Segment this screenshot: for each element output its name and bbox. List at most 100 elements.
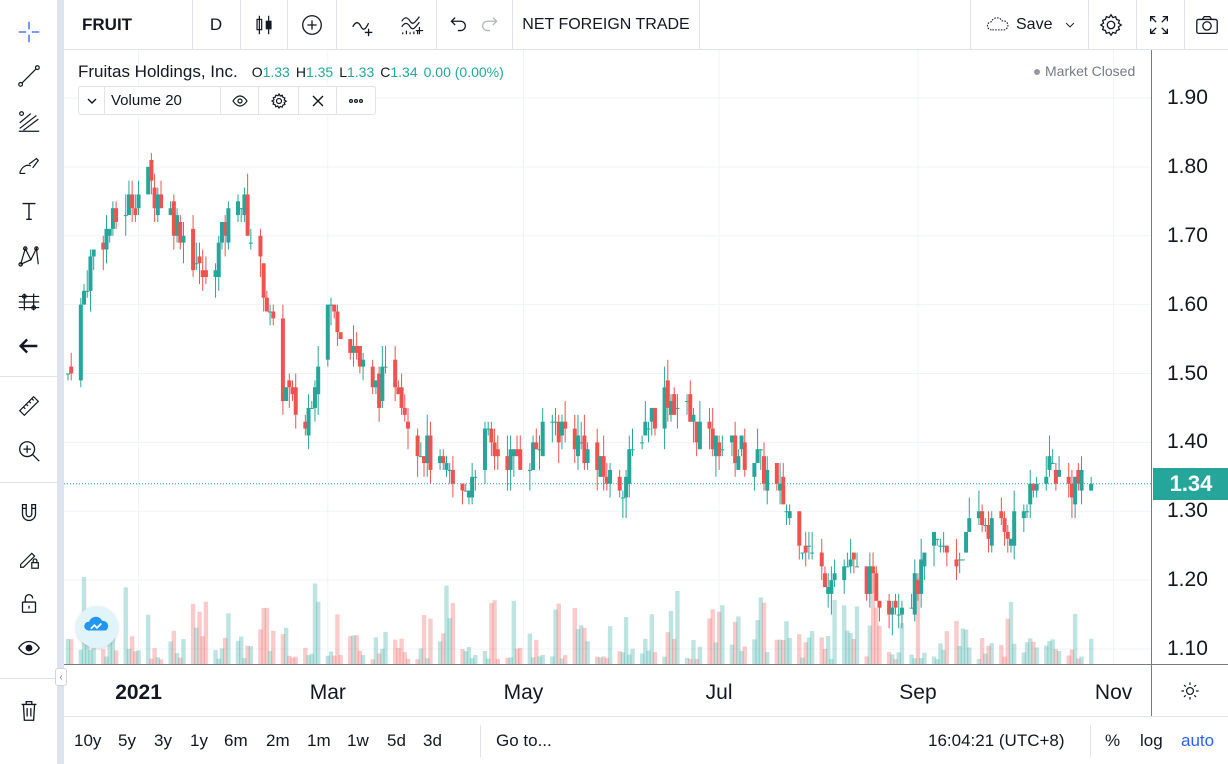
undo-icon[interactable] <box>440 0 474 50</box>
collapse-toolbar-icon[interactable]: ‹ <box>55 668 67 686</box>
candle-body <box>223 221 228 236</box>
volume-bar <box>979 638 985 664</box>
save-button[interactable]: Save <box>1016 16 1053 33</box>
gear-icon[interactable] <box>1090 0 1132 50</box>
price-axis[interactable]: 1.90 1.80 1.70 1.60 1.50 1.40 1.30 1.20 1.10 1.3… <box>1151 50 1228 664</box>
gear-icon[interactable] <box>259 87 299 114</box>
auto-scale-toggle[interactable]: auto <box>1181 731 1215 750</box>
range-button-6m[interactable]: 6m <box>224 731 248 750</box>
eye-icon[interactable] <box>9 630 49 666</box>
indicators-icon[interactable] <box>340 0 386 50</box>
volume-bar <box>1034 647 1039 664</box>
range-button-1m[interactable]: 1m <box>307 731 331 750</box>
fullscreen-icon[interactable] <box>1138 0 1180 50</box>
ruler-icon[interactable] <box>9 388 49 424</box>
range-button-1w[interactable]: 1w <box>347 731 369 750</box>
range-button-2m[interactable]: 2m <box>266 731 290 750</box>
brush-icon[interactable] <box>9 148 49 184</box>
volume-bar <box>851 638 857 664</box>
compare-add-symbol-icon[interactable] <box>292 0 332 50</box>
camera-snapshot-icon[interactable] <box>1186 0 1228 50</box>
range-button-10y[interactable]: 10y <box>74 731 102 750</box>
candle-body <box>755 449 760 464</box>
volume-bar <box>357 650 363 664</box>
candle-body <box>473 476 478 478</box>
volume-bar <box>219 648 225 664</box>
trend-line-icon[interactable] <box>9 58 49 94</box>
toolbar-divider <box>0 678 58 679</box>
candle-body <box>325 304 330 360</box>
financials-icon[interactable] <box>390 0 434 50</box>
volume-bar <box>1056 650 1062 664</box>
volume-bar <box>174 653 180 664</box>
pattern-icon[interactable] <box>9 238 49 274</box>
gann-fib-icon[interactable] <box>9 103 49 139</box>
candle-body <box>332 304 337 312</box>
log-scale-toggle[interactable]: log <box>1140 731 1163 750</box>
candle-body <box>284 387 289 402</box>
candle-body <box>447 469 452 471</box>
volume-bar <box>646 650 651 664</box>
candle-body <box>1034 483 1039 491</box>
range-button-3y[interactable]: 3y <box>154 731 172 750</box>
chart-layout-name[interactable]: NET FOREIGN TRADE <box>522 16 690 33</box>
candle-body <box>896 614 901 616</box>
volume-bar <box>518 647 523 664</box>
volume-bar <box>967 647 972 664</box>
volume-bar <box>203 601 209 664</box>
candle-body <box>887 600 892 615</box>
candle-body <box>219 221 224 243</box>
more-options-icon[interactable] <box>337 87 375 114</box>
crosshair-icon[interactable] <box>9 14 49 50</box>
goto-date-button[interactable]: Go to... <box>496 731 552 750</box>
candle-body <box>329 304 334 306</box>
interval-button[interactable]: D <box>209 15 223 34</box>
axis-settings-gear-icon[interactable] <box>1151 664 1228 716</box>
range-button-3d[interactable]: 3d <box>423 731 442 750</box>
chevron-down-icon[interactable] <box>1058 0 1082 50</box>
timezone-clock[interactable]: 16:04:21 (UTC+8) <box>928 731 1065 750</box>
back-arrow-icon[interactable] <box>9 328 49 364</box>
candle-body <box>646 428 651 430</box>
volume-bar <box>848 632 853 664</box>
range-button-5y[interactable]: 5y <box>118 731 136 750</box>
text-icon[interactable] <box>9 193 49 229</box>
close-icon[interactable] <box>299 87 337 114</box>
range-button-1y[interactable]: 1y <box>190 731 208 750</box>
candle-body <box>822 573 827 588</box>
range-button-5d[interactable]: 5d <box>387 731 406 750</box>
redo-icon[interactable] <box>474 0 508 50</box>
volume-bar <box>896 652 901 664</box>
candle-body <box>810 552 815 554</box>
candle-body <box>482 428 487 470</box>
candle-body <box>665 380 670 408</box>
lock-drawings-icon[interactable] <box>9 540 49 576</box>
chart-pane[interactable] <box>64 50 1151 664</box>
volume-bar <box>133 651 138 664</box>
prediction-icon[interactable] <box>9 284 49 320</box>
price-chart-svg[interactable] <box>64 50 1151 664</box>
candle-body <box>871 566 876 574</box>
magnet-icon[interactable] <box>9 495 49 531</box>
chevron-down-icon[interactable] <box>79 87 105 114</box>
time-axis[interactable]: 2021 Mar May Jul Sep Nov <box>64 664 1151 716</box>
eye-icon[interactable] <box>221 87 259 114</box>
unlock-icon[interactable] <box>9 585 49 621</box>
zoom-in-icon[interactable] <box>9 433 49 469</box>
candle-body <box>960 559 965 561</box>
candle-body <box>422 456 427 464</box>
volume-bar <box>78 649 84 664</box>
candle-body <box>575 435 580 457</box>
study-title[interactable]: Volume 20 <box>105 87 221 114</box>
percent-scale-toggle[interactable]: % <box>1105 731 1121 750</box>
tradingview-logo-icon[interactable] <box>76 606 118 648</box>
trash-icon[interactable] <box>9 692 49 728</box>
cloud-icon[interactable] <box>978 0 1018 50</box>
toolbar-resize-handle[interactable] <box>58 0 64 764</box>
candle-style-icon[interactable] <box>244 0 284 50</box>
volume-bar <box>938 643 943 664</box>
volume-bar <box>444 585 449 664</box>
volume-bar <box>511 600 517 664</box>
volume-bar <box>556 603 561 664</box>
symbol-search-button[interactable]: FRUIT <box>82 15 133 34</box>
